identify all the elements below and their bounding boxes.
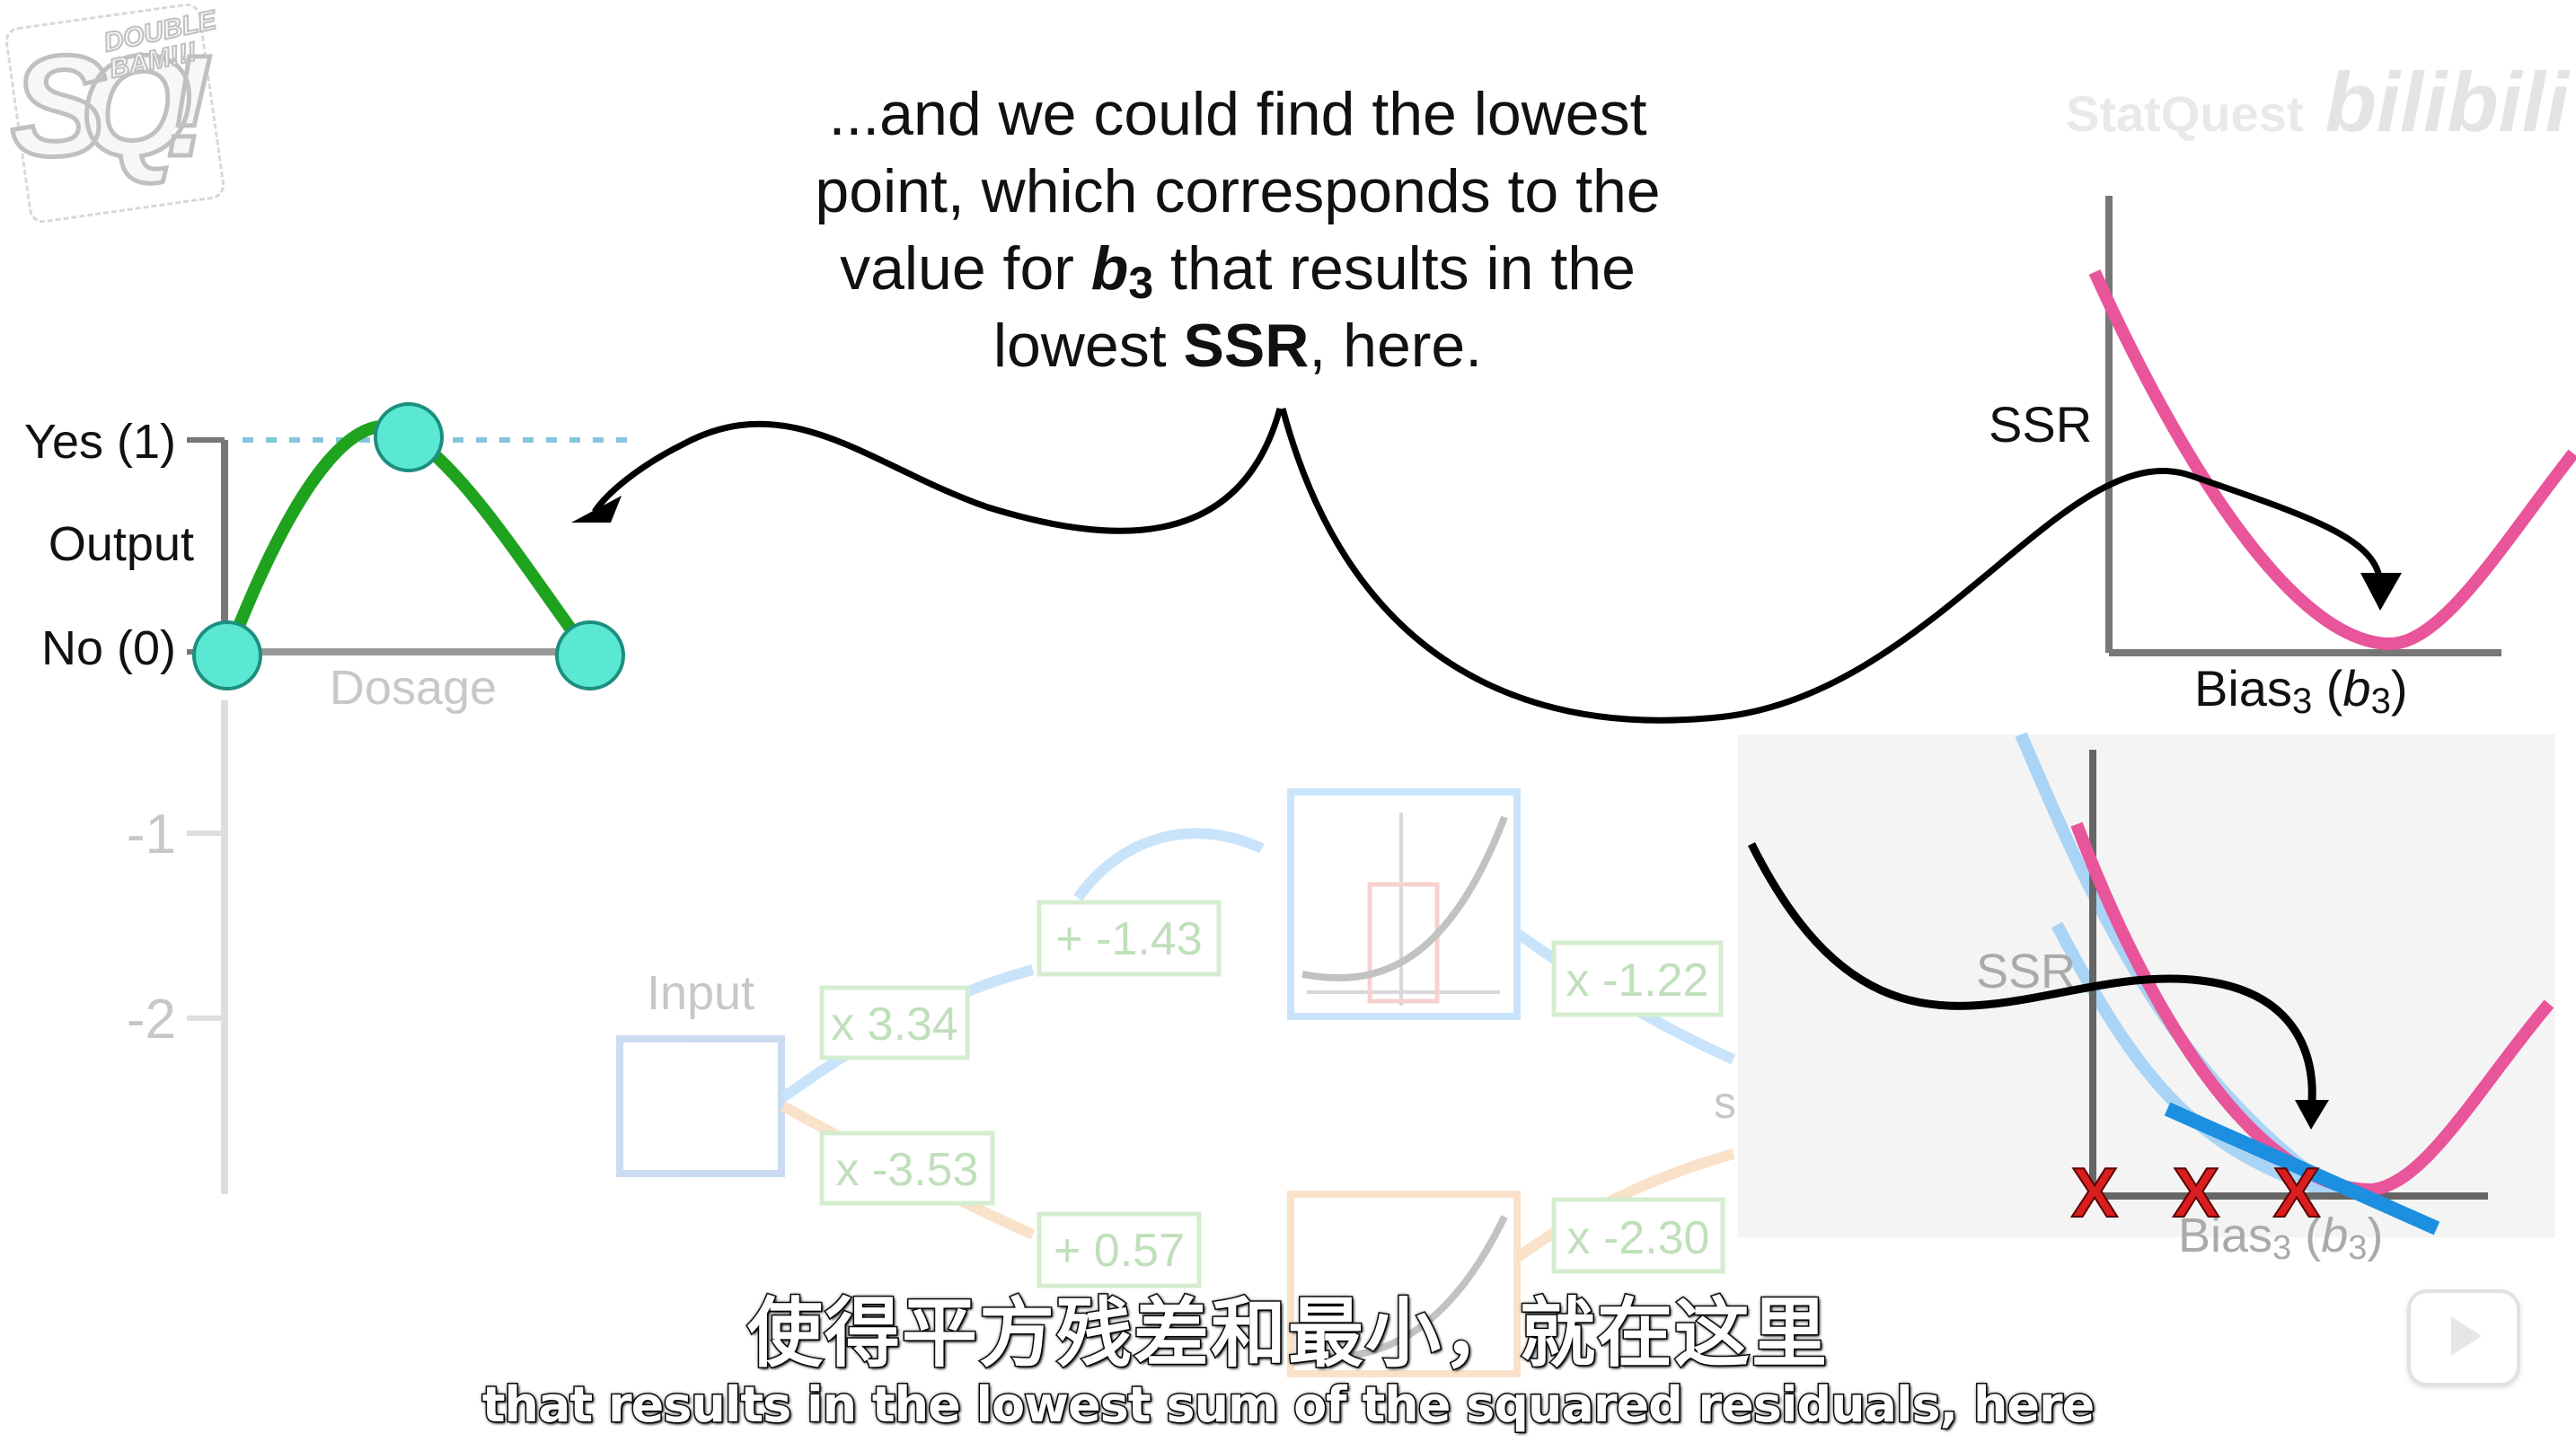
subtitle-en: that results in the lowest sum of the sq… (481, 1376, 2096, 1435)
arrow-bottom (1747, 841, 2316, 1112)
partial-label: s (1714, 1077, 1736, 1128)
x-marker-1: X (2071, 1153, 2118, 1232)
input-node (616, 1035, 785, 1177)
bias-box-2 (1037, 1211, 1202, 1288)
statquest-logo: SQ! DOUBLE BAM!!! (3, 1, 227, 225)
weight-box-1 (819, 985, 970, 1060)
weight-box-3 (1551, 940, 1724, 1017)
play-button[interactable] (2407, 1289, 2520, 1386)
arrow-left (592, 408, 1284, 534)
ssr-top-curve (2088, 269, 2576, 651)
tangent-line (2164, 1102, 2440, 1236)
activation-box-top (1287, 788, 1521, 1020)
ssr-bottom-xlabel: Bias3 (b3) (2178, 1209, 2383, 1267)
output-point-top (374, 402, 444, 472)
arrow-main-head (2360, 573, 2402, 611)
watermark-text: StatQuest (2066, 85, 2304, 142)
x-marker-2: X (2173, 1153, 2219, 1232)
weight-label-1: x 3.34 (831, 998, 958, 1051)
dosage-label: Dosage (330, 661, 497, 715)
weight-label-4: x -2.30 (1567, 1212, 1710, 1264)
watermark: StatQuest bilibili (2066, 54, 2569, 151)
output-point-right (555, 620, 625, 690)
network-diagram: -1 -2 Input x 3.34 + -1.43 x -3.53 + 0.5… (127, 700, 1736, 1377)
weight-label-3: x -1.22 (1566, 954, 1709, 1007)
ssr-top-xlabel: Bias3 (b3) (2194, 660, 2407, 721)
arrow-left-head (571, 496, 622, 523)
arrow-main (1279, 408, 2384, 724)
weight-label-2: x -3.53 (836, 1144, 979, 1196)
output-point-left (192, 620, 262, 690)
x-marker-3: X (2273, 1153, 2320, 1232)
bilibili-logo: bilibili (2325, 55, 2570, 149)
narration-line-4: lowest SSR, here. (993, 312, 1482, 380)
bias-box-1 (1037, 900, 1222, 977)
weight-box-4 (1551, 1197, 1725, 1274)
subtitle-zh: 使得平方残差和最小，就在这里 (745, 1288, 1829, 1379)
ssr-plot-bottom: SSR Bias3 (b3) X X X (1738, 732, 2555, 1267)
ssr-plot-top: SSR Bias3 (b3) (1989, 196, 2576, 721)
activation-box-bottom (1287, 1191, 1521, 1377)
output-label: Output (49, 517, 194, 571)
narration-line-2: point, which corresponds to the (815, 157, 1660, 225)
play-icon (2451, 1316, 2482, 1356)
yes-label: Yes (1) (24, 415, 176, 469)
faded-tick-minus1: -1 (127, 804, 176, 866)
output-plot: Yes (1) Output No (0) Dosage (24, 402, 629, 715)
narration-line-3: value for b3 that results in the (840, 234, 1636, 308)
narration: ...and we could find the lowest point, w… (815, 80, 1660, 380)
bias-label-1: + -1.43 (1055, 913, 1202, 965)
weight-box-2 (819, 1130, 995, 1206)
no-label: No (0) (41, 621, 176, 675)
input-label: Input (647, 966, 754, 1020)
bias-label-2: + 0.57 (1054, 1225, 1185, 1277)
ssr-top-ylabel: SSR (1989, 396, 2092, 453)
narration-line-1: ...and we could find the lowest (829, 80, 1647, 148)
faded-tick-minus2: -2 (127, 989, 176, 1051)
